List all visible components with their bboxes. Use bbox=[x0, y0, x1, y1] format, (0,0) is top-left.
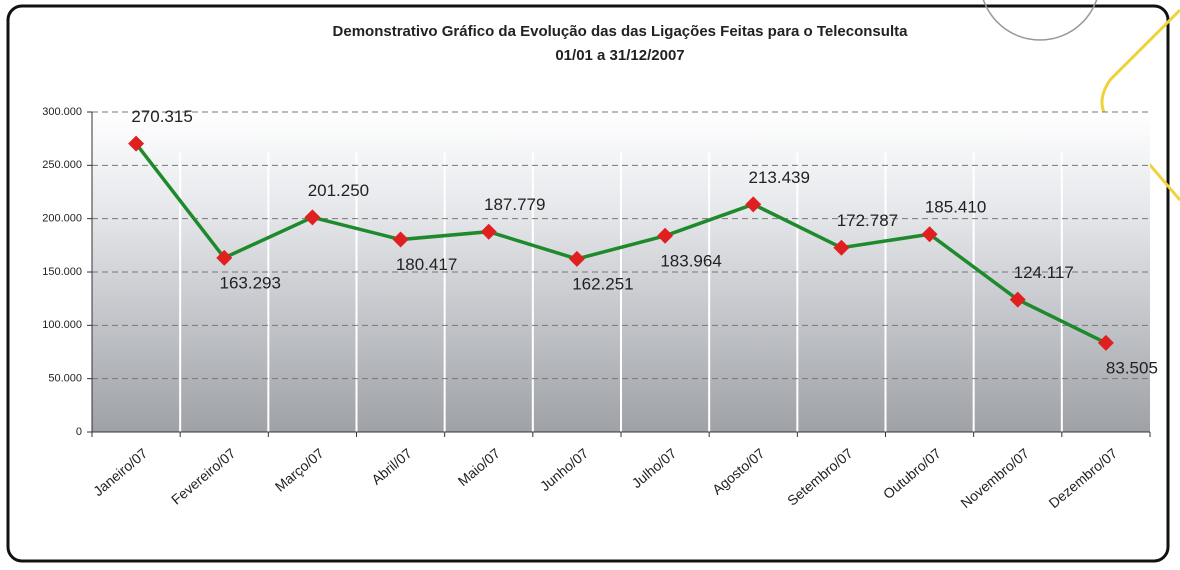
value-label: 270.315 bbox=[131, 107, 192, 126]
y-tick-label: 250.000 bbox=[42, 159, 82, 171]
y-tick-label: 50.000 bbox=[48, 373, 82, 385]
y-tick-label: 100.000 bbox=[42, 319, 82, 331]
value-label: 187.779 bbox=[484, 195, 545, 214]
y-tick-label: 200.000 bbox=[42, 213, 82, 225]
value-label: 183.964 bbox=[660, 251, 721, 270]
value-label: 124.117 bbox=[1014, 263, 1074, 282]
value-label: 201.250 bbox=[308, 181, 369, 200]
value-label: 172.787 bbox=[837, 211, 898, 230]
value-label: 162.251 bbox=[572, 274, 633, 293]
y-tick-label: 150.000 bbox=[42, 266, 82, 278]
chart: Demonstrativo Gráfico da Evolução das da… bbox=[0, 0, 1180, 570]
y-tick-label: 0 bbox=[76, 426, 82, 438]
value-label: 83.505 bbox=[1106, 358, 1158, 377]
value-label: 180.417 bbox=[396, 255, 457, 274]
value-label: 163.293 bbox=[220, 273, 281, 292]
chart-subtitle: 01/01 a 31/12/2007 bbox=[555, 47, 684, 64]
value-label: 213.439 bbox=[749, 168, 810, 187]
y-tick-label: 300.000 bbox=[42, 106, 82, 118]
chart-title: Demonstrativo Gráfico da Evolução das da… bbox=[333, 23, 909, 40]
value-label: 185.410 bbox=[925, 198, 986, 217]
